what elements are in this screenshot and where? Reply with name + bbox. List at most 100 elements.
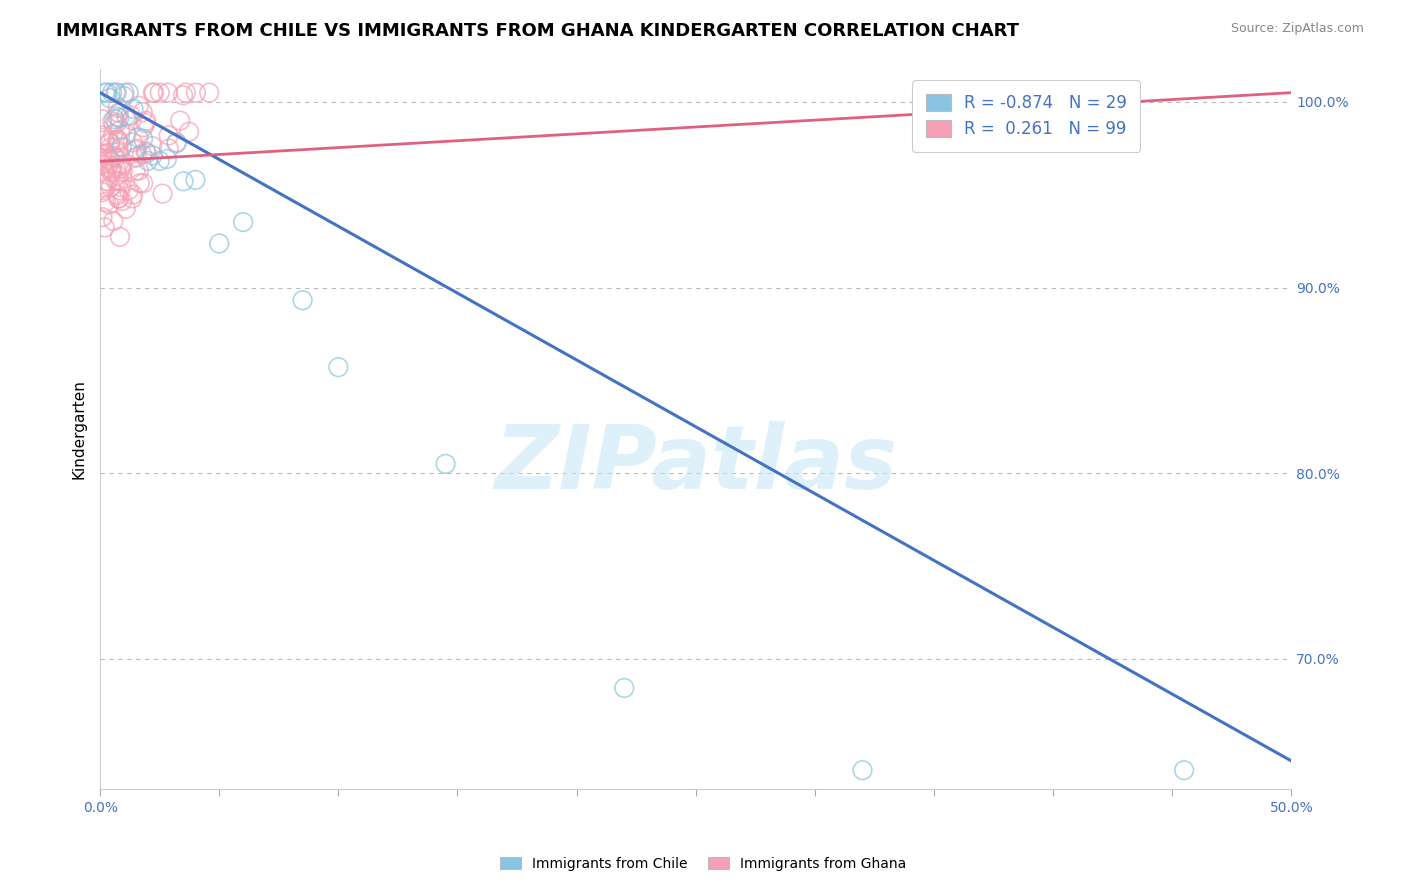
Point [149, 86, 172, 100]
Point [105, 116, 128, 130]
Point [143, 86, 166, 100]
Point [100, 161, 122, 176]
Point [156, 86, 179, 100]
Point [98, 136, 121, 151]
Point [132, 120, 155, 135]
Point [118, 86, 141, 100]
Point [111, 194, 134, 208]
Point [96, 146, 118, 161]
Point [141, 139, 163, 153]
Point [97, 161, 120, 175]
Point [105, 174, 128, 188]
Point [141, 148, 163, 162]
Point [122, 151, 145, 165]
Point [105, 110, 128, 124]
Point [93, 220, 115, 235]
Point [121, 113, 143, 128]
Legend: Immigrants from Chile, Immigrants from Ghana: Immigrants from Chile, Immigrants from G… [494, 851, 912, 876]
Text: IMMIGRANTS FROM CHILE VS IMMIGRANTS FROM GHANA KINDERGARTEN CORRELATION CHART: IMMIGRANTS FROM CHILE VS IMMIGRANTS FROM… [56, 22, 1019, 40]
Point [136, 153, 159, 168]
Point [108, 230, 131, 244]
Point [166, 136, 188, 150]
Point [128, 176, 150, 190]
Point [107, 192, 129, 206]
Point [93, 146, 115, 161]
Point [103, 214, 125, 228]
Point [101, 86, 124, 100]
Point [135, 145, 157, 159]
Point [110, 157, 132, 171]
Point [135, 146, 157, 161]
Point [121, 136, 143, 150]
Point [100, 180, 122, 194]
Point [112, 89, 135, 103]
Point [101, 128, 124, 142]
Point [125, 142, 148, 156]
Point [118, 183, 141, 197]
Point [135, 116, 157, 130]
Point [157, 128, 180, 143]
Point [100, 154, 122, 169]
Point [135, 113, 157, 128]
Point [169, 113, 191, 128]
Point [434, 457, 457, 471]
Point [122, 102, 145, 116]
Point [107, 101, 129, 115]
Text: ZIPatlas: ZIPatlas [495, 421, 897, 508]
Point [94, 180, 117, 194]
Point [1173, 763, 1195, 777]
Point [165, 136, 187, 151]
Point [328, 360, 350, 375]
Point [108, 191, 131, 205]
Point [108, 111, 131, 125]
Point [115, 109, 138, 123]
Point [98, 152, 121, 166]
Point [96, 174, 118, 188]
Point [110, 159, 132, 173]
Point [91, 151, 114, 165]
Point [107, 133, 129, 147]
Point [110, 180, 132, 194]
Point [107, 136, 129, 150]
Point [157, 142, 180, 156]
Point [103, 149, 125, 163]
Y-axis label: Kindergarten: Kindergarten [72, 379, 86, 479]
Point [91, 112, 114, 127]
Point [114, 202, 136, 216]
Point [107, 105, 129, 120]
Point [98, 135, 121, 149]
Point [93, 183, 115, 197]
Point [110, 161, 132, 176]
Point [125, 144, 148, 158]
Point [104, 151, 127, 165]
Point [98, 140, 121, 154]
Point [94, 86, 117, 100]
Point [101, 114, 124, 128]
Point [173, 174, 195, 188]
Point [177, 125, 200, 139]
Point [613, 681, 636, 695]
Point [174, 86, 197, 100]
Point [110, 140, 132, 154]
Point [91, 158, 114, 172]
Point [208, 236, 231, 251]
Point [122, 187, 145, 202]
Point [98, 91, 121, 105]
Point [127, 130, 149, 145]
Point [107, 174, 129, 188]
Point [132, 132, 155, 146]
Point [107, 133, 129, 147]
Point [105, 86, 128, 100]
Point [103, 112, 125, 127]
Point [142, 86, 165, 100]
Point [232, 215, 254, 229]
Text: Source: ZipAtlas.com: Source: ZipAtlas.com [1230, 22, 1364, 36]
Point [94, 194, 117, 209]
Point [96, 86, 118, 100]
Point [98, 197, 121, 211]
Point [91, 210, 114, 224]
Point [851, 763, 873, 777]
Point [198, 86, 221, 100]
Point [91, 154, 114, 169]
Point [103, 117, 125, 131]
